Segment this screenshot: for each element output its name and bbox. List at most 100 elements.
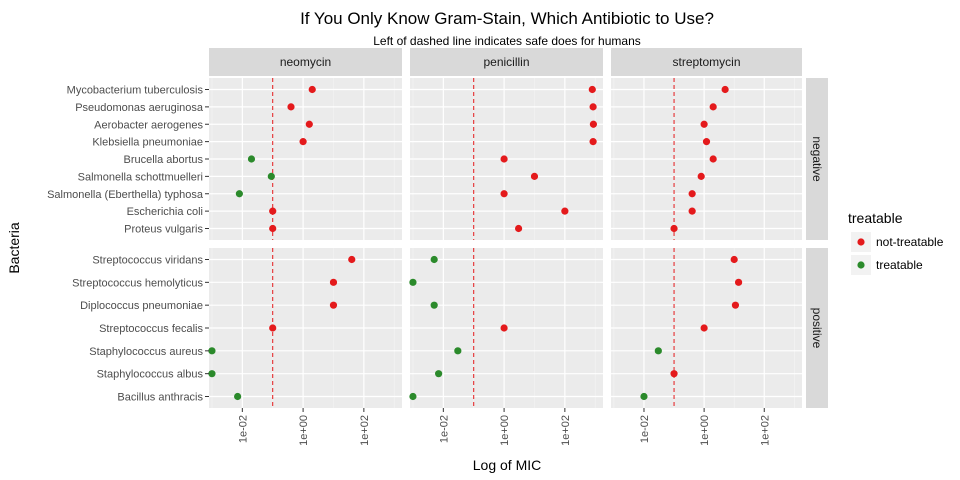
legend-title: treatable (848, 210, 903, 226)
data-point-aerobacter-aerogenes-neomycin (305, 120, 313, 128)
data-point-brucella-abortus-streptomycin (709, 155, 717, 163)
data-point-diplococcus-pneumoniae-penicillin (430, 301, 438, 309)
y-tick-label: Brucella abortus (124, 154, 204, 166)
data-point-pseudomonas-aeruginosa-penicillin (589, 103, 597, 111)
data-point-aerobacter-aerogenes-streptomycin (700, 120, 708, 128)
data-point-bacillus-anthracis-neomycin (234, 392, 242, 401)
data-point-salmonella-schottmuelleri-neomycin (267, 172, 275, 180)
panel-streptomycin-negative (611, 78, 802, 240)
column-strip-penicillin (410, 48, 603, 76)
data-point-pseudomonas-aeruginosa-neomycin (287, 103, 295, 111)
y-tick-label: Streptococcus hemolyticus (72, 277, 203, 289)
data-point-streptococcus-fecalis-neomycin (269, 324, 277, 332)
y-tick-label: Streptococcus fecalis (99, 323, 203, 335)
data-point-mycobacterium-tuberculosis-streptomycin (721, 85, 729, 94)
data-point-proteus-vulgaris-streptomycin (670, 224, 678, 233)
x-tick-label: 1e+00 (298, 415, 310, 446)
data-point-streptococcus-hemolyticus-penicillin (409, 278, 417, 286)
panel-neomycin-positive (208, 248, 402, 408)
panel-penicillin-positive (409, 248, 603, 408)
x-tick-label: 1e-02 (438, 415, 450, 443)
y-tick-label: Streptococcus viridans (92, 255, 203, 267)
y-tick-label: Aerobacter aerogenes (94, 119, 203, 131)
y-tick-label: Proteus vulgaris (124, 224, 203, 236)
column-strip-neomycin (209, 48, 402, 76)
row-strip-negative (806, 78, 828, 240)
data-point-staphylococcus-aureus-streptomycin (654, 347, 662, 355)
data-point-salmonella-schottmuelleri-penicillin (530, 172, 539, 180)
data-point-streptococcus-hemolyticus-neomycin (329, 278, 338, 286)
data-point-mycobacterium-tuberculosis-penicillin (588, 85, 596, 94)
data-point-streptococcus-fecalis-penicillin (500, 324, 508, 332)
data-point-mycobacterium-tuberculosis-neomycin (308, 85, 316, 94)
data-point-diplococcus-pneumoniae-neomycin (329, 301, 338, 309)
x-tick-label: 1e-02 (237, 415, 249, 443)
data-point-proteus-vulgaris-neomycin (269, 224, 277, 233)
data-point-salmonella-schottmuelleri-streptomycin (697, 172, 705, 180)
data-point-streptococcus-viridans-neomycin (348, 255, 356, 264)
data-point-klebsiella-pneumoniae-penicillin (589, 138, 597, 146)
y-tick-label: Pseudomonas aeruginosa (75, 102, 204, 114)
panel-neomycin-negative (209, 78, 402, 240)
legend: treatable not-treatable treatable (848, 210, 944, 275)
panel-layer: neomycin penicillin streptomycin negative po… (47, 48, 828, 446)
x-tick-label: 1e+02 (759, 415, 771, 446)
panel-penicillin-negative (410, 78, 603, 240)
legend-label-treatable: treatable (876, 258, 923, 272)
panel-streptomycin-positive (611, 248, 802, 408)
data-point-salmonella-eberthella-typhosa-neomycin (235, 190, 243, 198)
data-point-diplococcus-pneumoniae-streptomycin (731, 301, 740, 309)
y-tick-label: Salmonella schottmuelleri (78, 171, 203, 183)
data-point-bacillus-anthracis-penicillin (409, 392, 417, 401)
y-axis-title: Bacteria (6, 222, 22, 274)
data-point-staphylococcus-aureus-penicillin (454, 347, 462, 355)
data-point-proteus-vulgaris-penicillin (514, 224, 523, 233)
data-point-brucella-abortus-neomycin (247, 155, 256, 163)
data-point-klebsiella-pneumoniae-streptomycin (702, 138, 711, 146)
row-strip-positive (806, 248, 828, 408)
data-point-escherichia-coli-neomycin (269, 207, 277, 215)
x-tick-label: 1e+02 (359, 415, 371, 446)
data-point-staphylococcus-aureus-neomycin (208, 347, 216, 355)
data-point-staphylococcus-albus-penicillin (435, 370, 443, 378)
x-axis-title: Log of MIC (473, 457, 541, 473)
legend-key-treatable (857, 261, 865, 269)
data-point-pseudomonas-aeruginosa-streptomycin (709, 103, 717, 111)
data-point-streptococcus-viridans-streptomycin (730, 255, 738, 264)
data-point-escherichia-coli-streptomycin (688, 207, 696, 215)
data-point-salmonella-eberthella-typhosa-penicillin (500, 190, 508, 198)
column-strip-streptomycin (611, 48, 802, 76)
legend-label-not-treatable: not-treatable (876, 235, 944, 249)
legend-key-not-treatable (857, 238, 865, 246)
y-tick-label: Diplococcus pneumoniae (80, 300, 203, 312)
y-tick-label: Staphylococcus aureus (89, 346, 203, 358)
data-point-klebsiella-pneumoniae-neomycin (299, 138, 307, 146)
column-strip-label: streptomycin (672, 55, 740, 69)
column-strip-label: penicillin (483, 55, 529, 69)
chart-title: If You Only Know Gram-Stain, Which Antib… (300, 9, 714, 28)
y-tick-label: Escherichia coli (127, 206, 203, 218)
y-tick-label: Bacillus anthracis (117, 392, 203, 404)
chart-subtitle: Left of dashed line indicates safe does … (373, 34, 641, 48)
row-strip-label: negative (810, 136, 824, 182)
data-point-aerobacter-aerogenes-penicillin (589, 120, 598, 128)
x-tick-label: 1e+00 (699, 415, 711, 446)
data-point-streptococcus-viridans-penicillin (430, 255, 438, 264)
y-tick-label: Mycobacterium tuberculosis (67, 85, 204, 97)
row-strip-label: positive (810, 308, 824, 349)
y-tick-label: Staphylococcus albus (97, 369, 204, 381)
x-tick-label: 1e+00 (499, 415, 511, 446)
data-point-staphylococcus-albus-streptomycin (670, 370, 678, 378)
data-point-streptococcus-fecalis-streptomycin (700, 324, 708, 332)
y-tick-label: Salmonella (Eberthella) typhosa (47, 189, 204, 201)
x-tick-label: 1e+02 (560, 415, 572, 446)
data-point-salmonella-eberthella-typhosa-streptomycin (688, 190, 696, 198)
data-point-bacillus-anthracis-streptomycin (640, 392, 648, 401)
data-point-streptococcus-hemolyticus-streptomycin (734, 278, 743, 286)
y-tick-label: Klebsiella pneumoniae (92, 137, 203, 149)
column-strip-label: neomycin (280, 55, 331, 69)
x-tick-label: 1e-02 (639, 415, 651, 443)
data-point-escherichia-coli-penicillin (561, 207, 569, 215)
data-point-brucella-abortus-penicillin (500, 155, 508, 163)
